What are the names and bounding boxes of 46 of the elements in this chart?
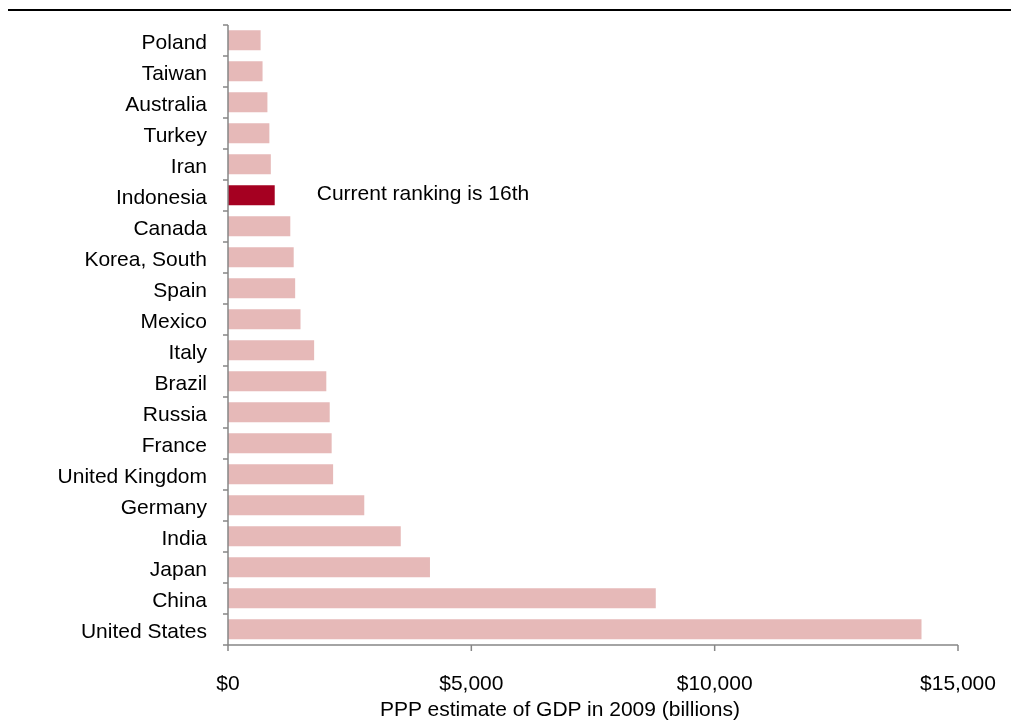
bar bbox=[228, 123, 270, 144]
bar bbox=[228, 61, 263, 82]
y-tick-label: Germany bbox=[120, 494, 208, 517]
y-tick-label: India bbox=[161, 525, 208, 548]
y-tick-label: Turkey bbox=[143, 122, 208, 145]
bar bbox=[228, 340, 315, 361]
y-tick-label: Canada bbox=[133, 215, 208, 238]
y-tick-label: Brazil bbox=[154, 370, 207, 393]
bar bbox=[228, 588, 656, 609]
bar bbox=[228, 526, 401, 547]
bar bbox=[228, 216, 291, 237]
x-tick-label: $5,000 bbox=[439, 670, 504, 694]
bar bbox=[228, 30, 261, 51]
bar bbox=[228, 371, 327, 392]
y-tick-label: France bbox=[141, 432, 207, 455]
y-tick-label: Taiwan bbox=[141, 60, 207, 83]
bar bbox=[228, 92, 268, 113]
bar bbox=[228, 464, 334, 485]
x-tick-label: $0 bbox=[216, 670, 240, 694]
bar bbox=[228, 619, 922, 640]
y-tick-label: Korea, South bbox=[84, 246, 207, 269]
bar bbox=[228, 402, 330, 423]
annotation: Current ranking is 16th bbox=[316, 180, 530, 203]
y-tick-label: Indonesia bbox=[115, 184, 208, 207]
y-tick-label: Poland bbox=[141, 29, 207, 52]
y-tick-label: United States bbox=[80, 618, 207, 641]
y-tick-label: Spain bbox=[153, 277, 207, 300]
y-tick-label: United Kingdom bbox=[57, 463, 207, 486]
x-tick-label: $15,000 bbox=[920, 670, 996, 694]
bar bbox=[228, 247, 294, 268]
y-tick-label: China bbox=[152, 587, 208, 610]
y-tick-label: Italy bbox=[168, 339, 208, 362]
x-tick-label: $10,000 bbox=[676, 670, 753, 694]
y-tick-label: Australia bbox=[125, 91, 208, 114]
bar bbox=[228, 557, 430, 578]
y-tick-label: Mexico bbox=[140, 308, 207, 331]
y-tick-label: Russia bbox=[142, 401, 208, 424]
bar bbox=[228, 185, 275, 206]
y-tick-label: Iran bbox=[170, 153, 207, 176]
bar bbox=[228, 278, 296, 299]
y-tick-label: Japan bbox=[149, 556, 207, 579]
bar bbox=[228, 433, 332, 454]
bar bbox=[228, 309, 301, 330]
x-axis-title: PPP estimate of GDP in 2009 (billions) bbox=[380, 697, 740, 720]
bar bbox=[228, 495, 365, 516]
bar bbox=[228, 154, 271, 175]
